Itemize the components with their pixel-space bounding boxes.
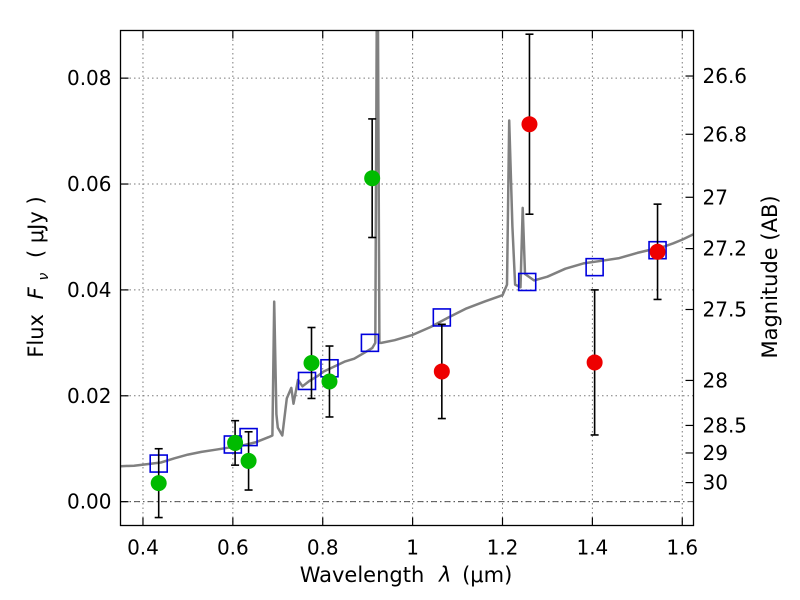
plot-frame [119, 29, 695, 527]
magnitude-tick-label: 26.8 [703, 122, 748, 146]
optical-observation-point [303, 354, 320, 371]
y-tick-label: 0.04 [67, 278, 112, 302]
y-tick-label: 0.02 [67, 384, 112, 408]
plot-area-background [120, 30, 694, 526]
magnitude-tick-label: 29 [703, 441, 728, 465]
nir-observation-point [586, 354, 603, 371]
model-band-marker [585, 257, 604, 277]
model-band-marker [360, 333, 380, 353]
magnitude-axis-label: Magnitude (AB) [758, 195, 782, 358]
x-tick-label: 1.2 [487, 536, 519, 560]
optical-observation-point [227, 434, 244, 451]
x-axis-label-symbol: λ [438, 563, 451, 587]
optical-observation-point [321, 373, 338, 390]
magnitude-tick-label: 26.6 [703, 64, 748, 88]
model-band-marker [297, 371, 317, 391]
x-tick-label: 0.4 [127, 536, 159, 560]
x-axis-label-unit: (μm) [462, 563, 512, 587]
magnitude-tick-label: 30 [703, 471, 728, 495]
x-axis-label-text: Wavelength [300, 563, 425, 587]
magnitude-tick-label: 27.5 [703, 298, 748, 322]
x-axis-ticks: 0.4 0.6 0.8 1 1.2 1.4 1.6 [127, 30, 698, 560]
nir-observation-point [521, 116, 538, 133]
y-axis-label: Flux F ν ( μJy ) [24, 196, 53, 357]
x-tick-label: 1.4 [576, 536, 608, 560]
y-axis-label-text: Flux [24, 314, 48, 358]
x-tick-label: 1.6 [666, 536, 698, 560]
y-axis-label-symbol: F [24, 286, 48, 299]
nir-observation-point [649, 243, 666, 260]
optical-observation-point [364, 170, 381, 187]
model-band-marker [517, 272, 537, 292]
y-tick-label: 0.06 [67, 172, 112, 196]
magnitude-tick-label: 28 [703, 368, 728, 392]
observations [150, 33, 666, 519]
x-tick-label: 0.8 [307, 536, 339, 560]
magnitude-tick-label: 27.2 [703, 237, 748, 261]
y-tick-label: 0.08 [67, 66, 112, 90]
y-axis-label-subscript: ν [36, 273, 52, 281]
magnitude-axis-ticks: 26.6 26.8 27 27.2 27.5 28 28.5 29 30 [685, 64, 748, 495]
x-axis-label: Wavelength λ (μm) [300, 563, 513, 587]
optical-observation-point [150, 475, 167, 492]
y-axis-ticks: 0.00 0.02 0.04 0.06 0.08 [67, 66, 129, 514]
magnitude-tick-label: 27 [703, 185, 728, 209]
x-tick-label: 0.6 [217, 536, 249, 560]
optical-observation-point [240, 452, 257, 469]
magnitude-tick-label: 28.5 [703, 413, 748, 437]
x-tick-label: 1 [406, 536, 419, 560]
y-tick-label: 0.00 [67, 490, 112, 514]
model-spectrum-line [120, 30, 694, 468]
plot-data [120, 30, 694, 519]
nir-observation-point [433, 363, 450, 380]
y-axis-label-unit: ( μJy ) [24, 196, 48, 258]
